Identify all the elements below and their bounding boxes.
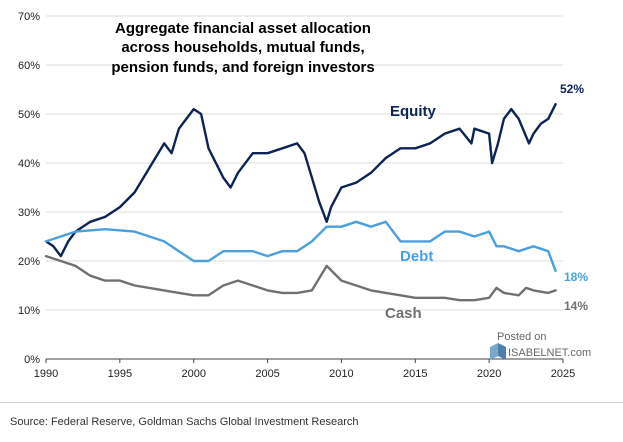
- series-line-debt: [44, 220, 557, 272]
- series-line-equity: [44, 103, 557, 258]
- watermark: Posted on ISABELNET.com: [490, 331, 591, 360]
- source-divider: [0, 402, 623, 403]
- title-line-1: Aggregate financial asset allocation: [115, 20, 371, 37]
- chart-title: Aggregate financial asset allocation acr…: [111, 20, 374, 76]
- y-tick-label: 10%: [18, 305, 40, 317]
- watermark-logo-icon: [490, 343, 506, 360]
- y-tick-label: 0%: [24, 354, 40, 366]
- y-tick-label: 50%: [18, 109, 40, 121]
- series-labels: Equity Debt Cash 52% 18% 14%: [385, 82, 588, 322]
- x-tick-label: 2015: [403, 368, 427, 380]
- series-label-equity: Equity: [390, 103, 436, 120]
- x-tick-label: 1995: [108, 368, 132, 380]
- end-label-equity: 52%: [560, 82, 584, 96]
- end-label-cash: 14%: [564, 299, 588, 313]
- x-tick-label: 2005: [255, 368, 279, 380]
- watermark-site: ISABELNET.com: [508, 347, 591, 359]
- series-layer: [44, 103, 557, 302]
- chart-svg: 0% 10% 20% 30% 40% 50% 60% 70% 1990 1995 2000 2005 2…: [18, 11, 591, 380]
- x-tick-label: 2020: [477, 368, 501, 380]
- y-tick-label: 40%: [18, 158, 40, 170]
- y-tick-label: 70%: [18, 11, 40, 23]
- y-tick-label: 60%: [18, 60, 40, 72]
- x-tick-label: 2010: [329, 368, 353, 380]
- series-label-debt: Debt: [400, 248, 433, 265]
- series-line-cash: [44, 254, 557, 302]
- y-tick-label: 30%: [18, 207, 40, 219]
- series-label-cash: Cash: [385, 305, 422, 322]
- title-line-3: pension funds, and foreign investors: [111, 59, 374, 76]
- axis-layer: 0% 10% 20% 30% 40% 50% 60% 70% 1990 1995 2000 2005 2…: [18, 11, 575, 380]
- grid-layer: [46, 15, 563, 311]
- end-label-debt: 18%: [564, 270, 588, 284]
- watermark-posted-on: Posted on: [497, 331, 547, 343]
- x-tick-label: 1990: [34, 368, 58, 380]
- x-tick-label: 2000: [181, 368, 205, 380]
- source-note: Source: Federal Reserve, Goldman Sachs G…: [10, 416, 359, 428]
- title-line-2: across households, mutual funds,: [121, 39, 364, 56]
- y-tick-label: 20%: [18, 256, 40, 268]
- x-tick-label: 2025: [551, 368, 575, 380]
